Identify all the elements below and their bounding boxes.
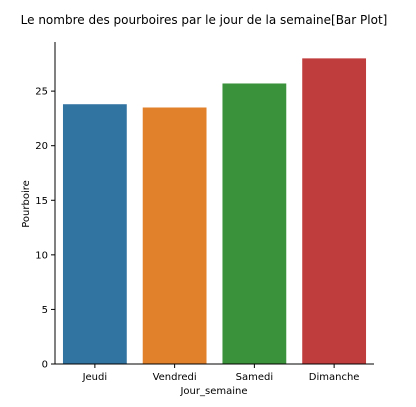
y-tick-label: 15 xyxy=(35,196,48,207)
bar-vendredi xyxy=(142,107,207,365)
bar-samedi xyxy=(222,83,287,364)
x-tick-label: Vendredi xyxy=(153,372,197,383)
y-tick-label: 20 xyxy=(35,141,48,152)
x-tick-label: Samedi xyxy=(236,372,274,383)
bar-jeudi xyxy=(62,104,127,364)
x-tick-label: Dimanche xyxy=(309,372,360,383)
y-axis-ticks: 0 5 10 15 20 25 xyxy=(35,87,55,371)
y-tick-label: 0 xyxy=(42,360,48,371)
bar-dimanche xyxy=(302,58,367,365)
x-axis-label: Jour_semaine xyxy=(179,386,247,397)
y-tick-label: 5 xyxy=(42,305,48,316)
plot-area: Jeudi Vendredi Samedi Dimanche 0 5 10 15 20 25 xyxy=(35,42,374,383)
chart-title: Le nombre des pourboires par le jour de … xyxy=(21,13,388,27)
bars-group xyxy=(62,58,367,365)
y-tick-label: 25 xyxy=(35,87,48,98)
x-tick-label: Jeudi xyxy=(82,372,108,383)
x-axis-ticks: Jeudi Vendredi Samedi Dimanche xyxy=(82,364,360,383)
y-tick-label: 10 xyxy=(35,250,48,261)
y-axis-label: Pourboire xyxy=(21,180,32,228)
